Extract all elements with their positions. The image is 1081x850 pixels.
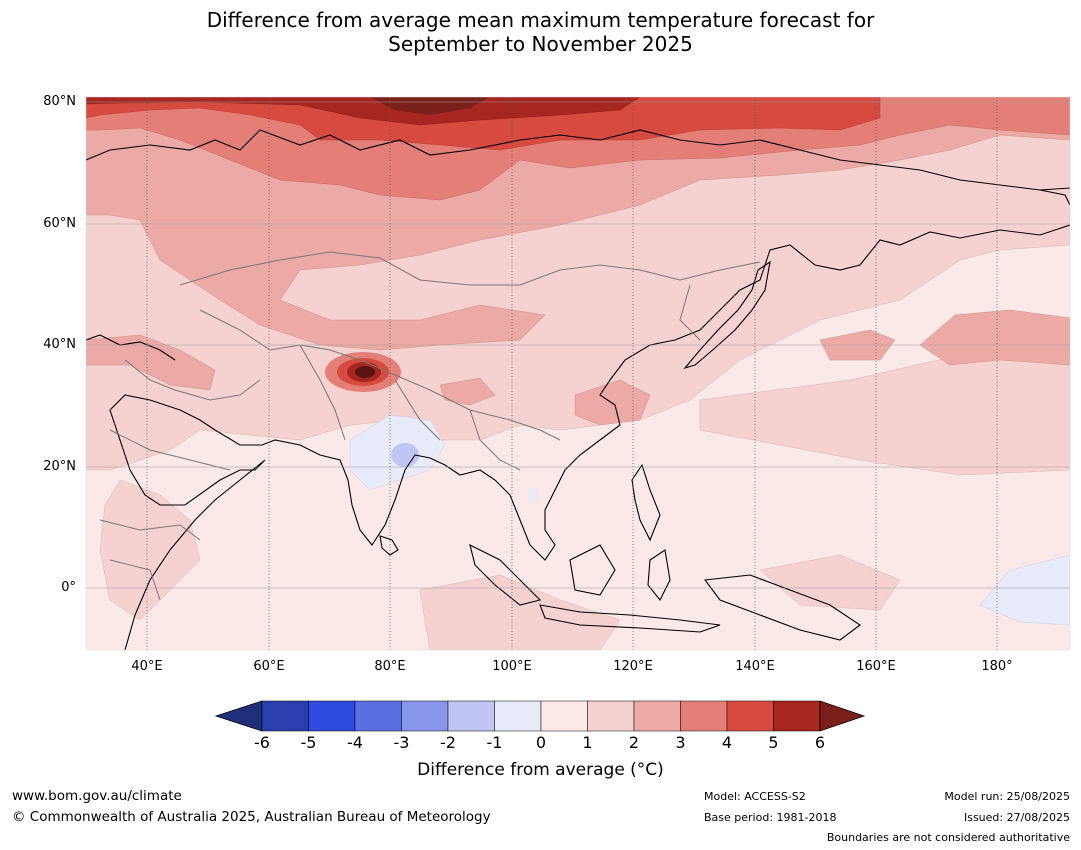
footer-url[interactable]: www.bom.gov.au/climate [12, 788, 182, 804]
colorbar-cell [773, 700, 821, 732]
colorbar-arrow-low [214, 700, 263, 732]
colorbar-title: Difference from average (°C) [417, 760, 664, 780]
lon-label-80e: 80°E [374, 659, 406, 674]
footer-issued: Issued: 27/08/2025 [963, 811, 1070, 824]
anomaly-region-1-2-east-africa [99, 479, 201, 621]
colorbar-cell [401, 700, 449, 732]
lon-label-40e: 40°E [131, 659, 163, 674]
footer-model: Model: ACCESS-S2 [704, 790, 806, 803]
colorbar-cells [214, 700, 866, 732]
colorbar-cell [680, 700, 728, 732]
colorbar-cell [587, 700, 635, 732]
lon-label-120e: 120°E [613, 659, 653, 674]
footer-copyright: © Commonwealth of Australia 2025, Austra… [12, 809, 491, 825]
anomaly-region-above-6 [370, 97, 490, 115]
lon-label-180: 180° [981, 659, 1013, 674]
anomaly-region-4-5 [86, 97, 881, 151]
anomaly-region-negative-pacific [979, 554, 1070, 626]
colorbar-cell [633, 700, 681, 732]
colorbar-cell [540, 700, 588, 732]
colorbar-tick-label: -3 [393, 733, 410, 752]
longitude-gridlines [146, 97, 998, 650]
lon-label-100e: 100°E [492, 659, 532, 674]
colorbar-tick-label: 3 [675, 733, 686, 752]
anomaly-region-2-3-pacific-b [919, 309, 1070, 366]
colorbar-cell [726, 700, 774, 732]
lat-label-equator: 0° [61, 580, 76, 595]
colorbar-tick-label: 1 [582, 733, 593, 752]
colorbar-cell [261, 700, 309, 732]
lat-label-60n: 60°N [43, 216, 76, 231]
lon-label-160e: 160°E [856, 659, 896, 674]
footer-model-run: Model run: 25/08/2025 [944, 790, 1070, 803]
colorbar-tick-label: 0 [535, 733, 547, 752]
lon-label-60e: 60°E [253, 659, 285, 674]
colorbar-tick-label: -4 [347, 733, 363, 752]
colorbar-tick-label: 4 [721, 733, 733, 752]
footer-disclaimer: Boundaries are not considered authoritat… [826, 831, 1070, 844]
anomaly-region-1-2-indian-ocean [419, 574, 621, 650]
latitude-gridlines [86, 101, 1070, 589]
colorbar-tick-label: 5 [768, 733, 779, 752]
anomaly-field [86, 97, 1070, 650]
colorbar-tick-label: -1 [486, 733, 503, 752]
anomaly-region-2-3-china [574, 379, 651, 426]
title-line-1: Difference from average mean maximum tem… [206, 8, 875, 32]
lat-label-20n: 20°N [43, 459, 76, 474]
footer-base-period: Base period: 1981-2018 [704, 811, 837, 824]
colorbar-cell [308, 700, 356, 732]
colorbar-tick-label: -2 [440, 733, 456, 752]
colorbar-tick-label: 2 [628, 733, 640, 752]
colorbar-cell [494, 700, 542, 732]
country-borders [99, 251, 761, 601]
anomaly-region-2-3-caspian [86, 334, 216, 391]
anomaly-region-negative-core [391, 443, 419, 467]
colorbar-tick-label: 6 [814, 733, 826, 752]
colorbar-tick-label: -6 [254, 733, 270, 752]
colorbar-cell [354, 700, 402, 732]
anomaly-region-1-2-pacific [699, 329, 1070, 476]
colorbar-arrow-high [819, 700, 866, 732]
anomaly-region-1-2-equatorial [759, 554, 901, 611]
title-line-2: September to November 2025 [388, 32, 693, 56]
coastlines [86, 129, 1070, 650]
hotspot-core [355, 366, 375, 378]
lon-label-140e: 140°E [735, 659, 775, 674]
colorbar-tick-label: -5 [300, 733, 317, 752]
map-frame [85, 96, 1071, 651]
lat-label-80n: 80°N [43, 94, 76, 109]
anomaly-region-negative-sea [528, 488, 538, 502]
colorbar-cell [447, 700, 495, 732]
map-title: Difference from average mean maximum tem… [0, 8, 1081, 56]
lat-label-40n: 40°N [43, 337, 76, 352]
